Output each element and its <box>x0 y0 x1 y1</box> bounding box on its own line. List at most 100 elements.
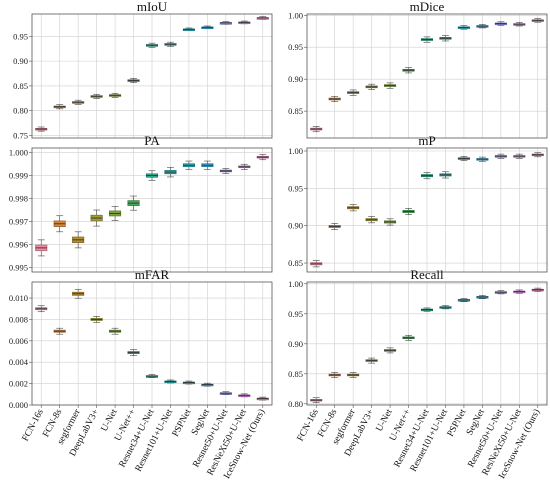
y-tick-label: 0.998 <box>9 194 28 204</box>
y-tick-label: 0.85 <box>13 81 28 91</box>
box-deeplabv3- <box>90 93 103 99</box>
box-resnext50-u-net <box>238 163 251 170</box>
y-tick-label: 0.95 <box>13 31 28 41</box>
panel-mp: mP 0.85 0.90 0.95 1.00 <box>288 133 548 273</box>
y-tick-label: 0.90 <box>288 339 303 349</box>
box-deeplabv3- <box>365 83 378 90</box>
box-segnet <box>201 160 214 170</box>
box-resnet101-u-net <box>164 41 177 47</box>
y-tick-label: 0.004 <box>9 357 29 367</box>
box-u-net- <box>127 78 140 83</box>
box-resnext50-u-net <box>513 289 526 294</box>
panel-title: Recall <box>410 267 444 282</box>
panel-frame <box>306 147 548 273</box>
box-u-net <box>109 92 122 98</box>
box-u-net <box>384 82 397 89</box>
y-tick-label: 0.95 <box>288 42 303 52</box>
box-resnet101-u-net <box>164 379 177 384</box>
panel-miou: mIoU 0.75 0.80 0.85 0.90 0.95 <box>13 0 273 141</box>
box-resnext50-u-net <box>238 20 251 25</box>
box-resnet50-u-net <box>494 290 507 295</box>
box-segformer <box>72 231 85 249</box>
box-resnet50-u-net <box>494 21 507 26</box>
box-resnet101-u-net <box>439 171 452 179</box>
y-tick-label: 0.85 <box>288 369 303 379</box>
box-u-net- <box>127 349 140 356</box>
box-resnet101-u-net <box>439 35 452 42</box>
box-resnet34-u-net <box>145 374 159 378</box>
y-tick-label: 1.000 <box>9 148 28 158</box>
box-icesnow-net-ours- <box>531 152 544 158</box>
panel-pa: PA 0.995 0.996 0.997 0.998 0.999 1.000 <box>9 133 273 273</box>
panels-layer: mIoU 0.75 0.80 0.85 0.90 0.95 mDice 0.85 0.90 0.9… <box>9 0 548 481</box>
box-fcn-8s <box>53 215 66 233</box>
panel-mdice: mDice 0.85 0.90 0.95 1.00 <box>288 0 548 139</box>
box-fcn-16s <box>35 126 48 132</box>
box-fcn-16s <box>310 126 323 133</box>
panel-title: mFAR <box>135 267 170 282</box>
box-segnet <box>476 156 489 162</box>
panel-title: mDice <box>410 0 445 14</box>
y-tick-label: 0.90 <box>288 221 303 231</box>
y-tick-label: 0.85 <box>288 258 303 268</box>
box-resnext50-u-net <box>513 22 526 27</box>
box-resnet34-u-net <box>420 36 434 43</box>
box-resnet50-u-net <box>494 153 507 159</box>
y-tick-label: 0.996 <box>9 239 28 249</box>
box-u-net- <box>402 334 415 341</box>
box-icesnow-net-ours- <box>531 287 544 292</box>
box-deeplabv3- <box>365 216 378 224</box>
box-segformer <box>347 372 360 378</box>
box-segformer <box>72 288 85 299</box>
box-pspnet <box>457 156 470 161</box>
box-fcn-8s <box>328 222 341 230</box>
box-u-net- <box>402 208 415 215</box>
box-fcn-8s <box>328 96 341 102</box>
panel-title: mIoU <box>137 0 168 14</box>
box-u-net <box>109 327 122 335</box>
box-fcn-8s <box>53 104 66 110</box>
box-resnet101-u-net <box>164 166 177 178</box>
y-tick-label: 0.80 <box>288 399 303 409</box>
box-segnet <box>476 295 489 299</box>
box-fcn-8s <box>328 372 341 378</box>
box-resnet50-u-net <box>219 168 232 174</box>
box-resnet34-u-net <box>420 307 434 312</box>
box-resnet50-u-net <box>219 21 232 25</box>
y-tick-label: 0.85 <box>288 106 303 116</box>
box-pspnet <box>457 298 470 302</box>
y-tick-label: 0.010 <box>9 293 28 303</box>
box-u-net <box>384 347 397 354</box>
box-icesnow-net-ours- <box>256 154 269 161</box>
y-tick-label: 0.000 <box>9 400 28 410</box>
box-segnet <box>201 382 214 387</box>
panel-frame <box>306 13 548 139</box>
y-tick-label: 1.00 <box>288 10 303 20</box>
panel-frame <box>31 13 273 139</box>
panel-title: PA <box>144 133 160 148</box>
box-resnext50-u-net <box>513 153 526 159</box>
box-icesnow-net-ours- <box>256 16 269 20</box>
box-resnet50-u-net <box>219 391 232 396</box>
box-resnet34-u-net <box>145 42 159 48</box>
y-tick-label: 0.995 <box>9 262 28 272</box>
y-tick-label: 0.95 <box>288 183 303 193</box>
box-pspnet <box>457 25 470 30</box>
box-pspnet <box>182 27 195 32</box>
y-tick-label: 0.006 <box>9 336 28 346</box>
box-segformer <box>347 204 360 212</box>
panel-title: mP <box>418 133 435 148</box>
box-pspnet <box>182 380 195 385</box>
box-resnet34-u-net <box>145 170 159 181</box>
y-tick-label: 0.90 <box>13 56 28 66</box>
panel-frame <box>31 147 273 273</box>
box-segnet <box>476 24 489 29</box>
y-tick-label: 0.008 <box>9 314 28 324</box>
box-u-net <box>109 206 122 221</box>
box-u-net- <box>402 67 415 74</box>
box-segformer <box>72 99 85 105</box>
box-deeplabv3- <box>365 357 378 364</box>
y-tick-label: 1.00 <box>288 279 303 289</box>
